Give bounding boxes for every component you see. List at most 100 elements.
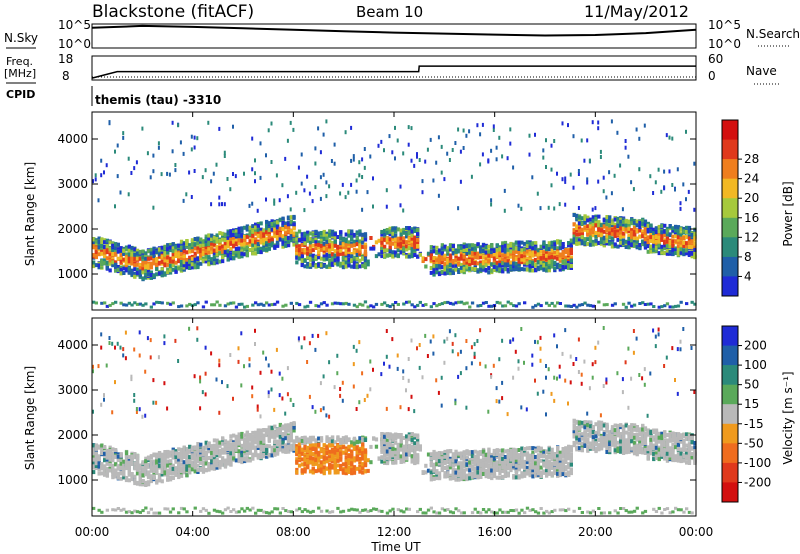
echo-cell [229,438,233,443]
echo-cell [245,435,249,440]
echo-cell [157,355,160,360]
echo-cell [168,242,173,247]
echo-cell [396,303,400,306]
echo-cell [693,250,697,255]
power-panel-frame [91,111,697,311]
echo-cell [114,246,118,251]
echo-cell [457,249,461,254]
echo-cell [103,464,107,469]
echo-cell [259,221,263,226]
echo-cell [229,230,233,235]
echo-cell [275,173,278,178]
echo-cell [243,305,247,309]
echo-cell [92,260,96,265]
echo-cell [237,234,241,239]
echo-cell [223,443,228,448]
echo-cell [199,256,203,261]
echo-cell [503,304,508,308]
echo-cell [396,248,400,253]
echo-cell [234,510,239,514]
echo-cell [179,462,184,467]
echo-cell [155,465,159,469]
echo-cell [627,222,631,227]
echo-cell [177,243,181,248]
echo-cell [468,254,472,259]
echo-cell [210,239,214,244]
echo-cell [652,191,655,195]
echo-cell [448,271,453,275]
echo-cell [251,239,255,244]
echo-cell [308,240,313,245]
echo-cell [550,183,553,188]
echo-cell [476,255,480,260]
echo-cell [149,265,153,270]
echo-cell [141,467,145,472]
echo-cell [597,227,601,232]
echo-cell [185,250,189,255]
echo-cell [177,254,181,259]
echo-cell [226,257,230,262]
echo-cell [248,248,252,252]
echo-cell [149,507,153,511]
echo-cell [674,224,678,229]
echo-cell [185,242,189,247]
echo-cell [108,251,112,256]
echo-cell [682,226,686,231]
echo-cell [660,244,664,249]
echo-cell [413,245,417,250]
echo-cell [212,508,217,512]
echo-cell [226,244,230,249]
echo-cell [454,264,458,269]
echo-cell [212,449,217,454]
echo-cell [265,301,269,305]
echo-cell [232,244,236,249]
echo-cell [177,458,181,463]
echo-cell [547,241,551,246]
echo-cell [212,250,217,255]
echo-cell [572,237,576,242]
echo-cell [234,434,239,439]
echo-cell [289,219,293,224]
echo-cell [267,238,271,243]
echo-cell [245,449,249,453]
echo-cell [103,451,107,456]
echo-cell [317,233,321,238]
echo-cell [333,161,336,166]
echo-cell [130,251,134,256]
echo-cell [665,229,670,234]
echo-cell [94,461,98,466]
echo-cell [550,143,553,148]
echo-cell [218,245,222,250]
echo-cell [643,223,648,228]
echo-cell [314,304,318,308]
noise-sky-series [91,24,697,37]
echo-cell [157,451,162,456]
echo-cell [130,511,134,515]
echo-cell [262,228,266,233]
echo-cell [517,250,521,255]
echo-cell [311,261,315,266]
echo-cell [355,305,359,309]
echo-cell [223,464,228,469]
echo-cell [262,241,266,246]
echo-cell [577,206,580,210]
echo-cell [531,264,535,269]
echo-cell [632,226,637,231]
echo-cell [193,465,197,470]
echo-cell [646,244,650,249]
echo-cell [657,167,660,172]
echo-cell [174,260,178,265]
echo-cell [232,233,236,237]
echo-cell [610,191,613,196]
echo-cell [361,263,365,268]
echo-cell [652,231,656,236]
echo-cell [240,431,244,436]
echo-cell [124,455,129,460]
echo-cell [311,199,314,204]
echo-cell [325,242,329,247]
echo-cell [179,455,184,460]
echo-cell [135,459,140,464]
echo-cell [638,228,642,233]
echo-cell [251,251,255,256]
echo-cell [547,259,551,264]
